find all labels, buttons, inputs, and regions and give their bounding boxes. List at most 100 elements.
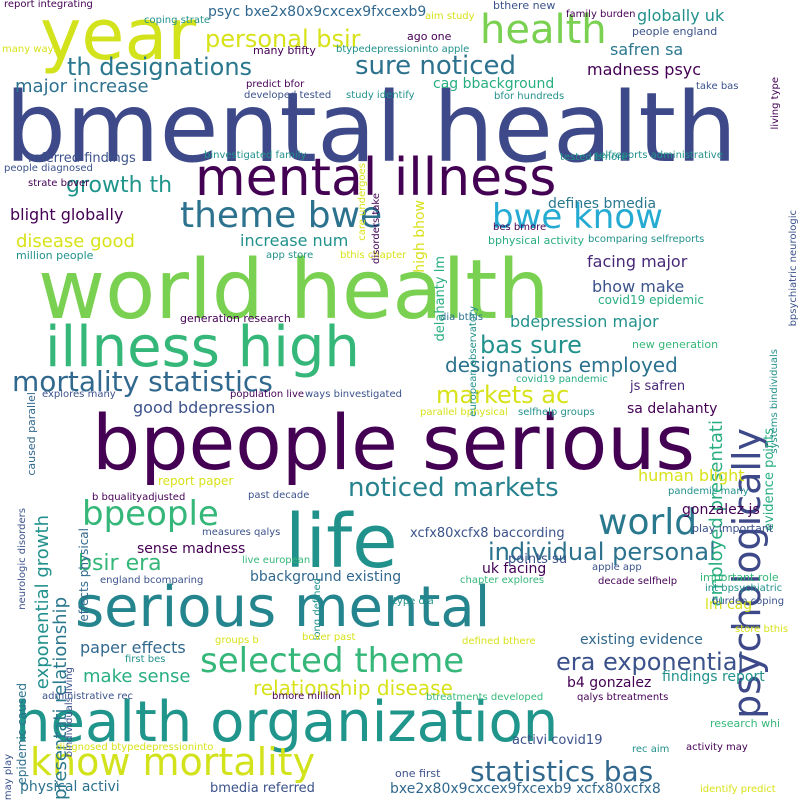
cloud-word: findings report [662,669,765,685]
cloud-word: globally uk [637,6,725,25]
cloud-word: bpsychiatric neurologic [788,210,799,327]
cloud-word: sure noticed [355,51,517,81]
cloud-word: important role [700,571,779,584]
cloud-word: life [285,499,398,585]
cloud-word: store bthis [735,624,789,635]
cloud-word: bdepression major [510,312,659,331]
cloud-word: bthis chapter [340,250,407,261]
cloud-word: world health [38,243,550,338]
cloud-word: year [40,0,197,76]
cloud-word: statistics bas [470,755,654,788]
cloud-word: good bdepression [133,398,276,417]
cloud-word: bover past [302,632,356,643]
cloud-word: know mortality [30,740,316,784]
cloud-word: points su [508,552,568,567]
cloud-word: parallel bphysical [420,407,508,418]
cloud-word: make sense [83,666,191,687]
cloud-word: individual personal [488,538,716,566]
cloud-word: existing evidence [580,632,703,648]
cloud-word: world [598,502,698,543]
cloud-word: personal bsir [205,25,361,53]
cloud-word: report integrating [4,0,93,10]
cloud-word: diagnosed btypedepressioninto [56,742,214,753]
cloud-word: app store [266,250,314,261]
cloud-word: referred findings [28,151,136,166]
cloud-word: ago one [407,30,452,43]
cloud-word: new generation [632,338,719,351]
cloud-word: madness psyc [587,60,702,79]
cloud-word: dia bthis [440,312,484,323]
cloud-word: pandemic many [668,486,749,497]
cloud-word: sense madness [137,541,246,557]
cloud-word: theme bwe [180,195,383,236]
cloud-word: sa delahanty [627,401,718,417]
cloud-word: js safren [630,379,686,394]
cloud-word: paper effects [80,638,186,657]
cloud-word: effects physical [77,528,91,622]
cloud-word: england bcomparing [100,575,204,586]
cloud-word: study identify [346,90,415,101]
cloud-word: b4 gonzalez [567,675,652,691]
cloud-word: uk facing [482,561,547,577]
cloud-word: play important [692,522,774,535]
cloud-word: apple app [592,562,642,573]
cloud-word: major increase [15,76,149,97]
cloud-word: physical activi [20,779,120,795]
cloud-word: cag bbackground [433,76,555,92]
cloud-word: psyc bxe2x80x9cxcex9fxcexb9 [208,4,427,20]
cloud-word: first bes [125,654,166,665]
cloud-word: human blight [638,466,745,485]
cloud-word: b bqualityadjusted [92,492,186,503]
cloud-word: disorders take [371,193,382,265]
cloud-word: many ways [2,44,59,55]
cloud-word: mortality statistics [12,365,273,398]
cloud-word: bcomparing selfreports [588,234,705,245]
cloud-word: relationship disease [253,676,453,700]
cloud-word: bpeople [82,494,219,534]
cloud-word: neurologic disorders [17,508,28,610]
cloud-word: burden coping [712,596,785,607]
cloud-word: million people [16,249,94,262]
cloud-word: one first [395,767,441,780]
cloud-word: systems bindividuals [769,349,780,454]
cloud-word: bxe2x80x9cxcex9fxcexb9 xcfx80xcfx8 [390,781,661,797]
cloud-word: report paper [158,474,234,488]
cloud-word: caused parallel [25,392,38,476]
cloud-word: era exponential [556,648,745,676]
cloud-word: living type [770,77,781,130]
cloud-word: may play [3,753,14,800]
cloud-word: administrative rec [42,691,133,702]
cloud-word: btypedepressioninto apple [336,44,470,55]
cloud-word: facing major [587,252,688,271]
cloud-word: people diagnosed [4,163,93,174]
cloud-word: bmedia referred [210,781,315,796]
cloud-word: noticed markets [348,473,559,503]
cloud-word: live european [242,555,311,566]
cloud-word: disease good [16,231,135,252]
cloud-word: health organization [15,690,559,755]
cloud-word: qalys btreatments [577,692,669,703]
cloud-word: population live [230,389,305,400]
cloud-word: bas sure [480,331,582,359]
cloud-word: increase num [240,231,349,250]
cloud-word: chapter explores [460,575,545,586]
cloud-word: coping strate [144,15,211,26]
cloud-word: serious mental [75,575,491,640]
cloud-word: care undergoes [357,163,368,241]
cloud-word: generation research [180,312,291,325]
cloud-word: bes bmore [493,222,547,233]
cloud-word: activi covid19 [512,733,603,748]
cloud-word: aim study [425,11,475,22]
cloud-word: int bpsychiatric [705,583,783,594]
cloud-word: bthere new [493,0,556,12]
cloud-word: measures qalys [202,527,281,538]
cloud-word: safren sa [610,40,684,59]
cloud-word: bpeople serious [92,398,695,487]
cloud-word: xcfx80xcfx8 baccording [410,526,565,541]
cloud-word: identify predict [700,784,776,795]
cloud-word: bmore million [272,691,341,702]
cloud-word: defined bthere [462,636,536,647]
cloud-word: selected theme [200,641,465,681]
cloud-word: covid19 epidemic [598,293,705,307]
